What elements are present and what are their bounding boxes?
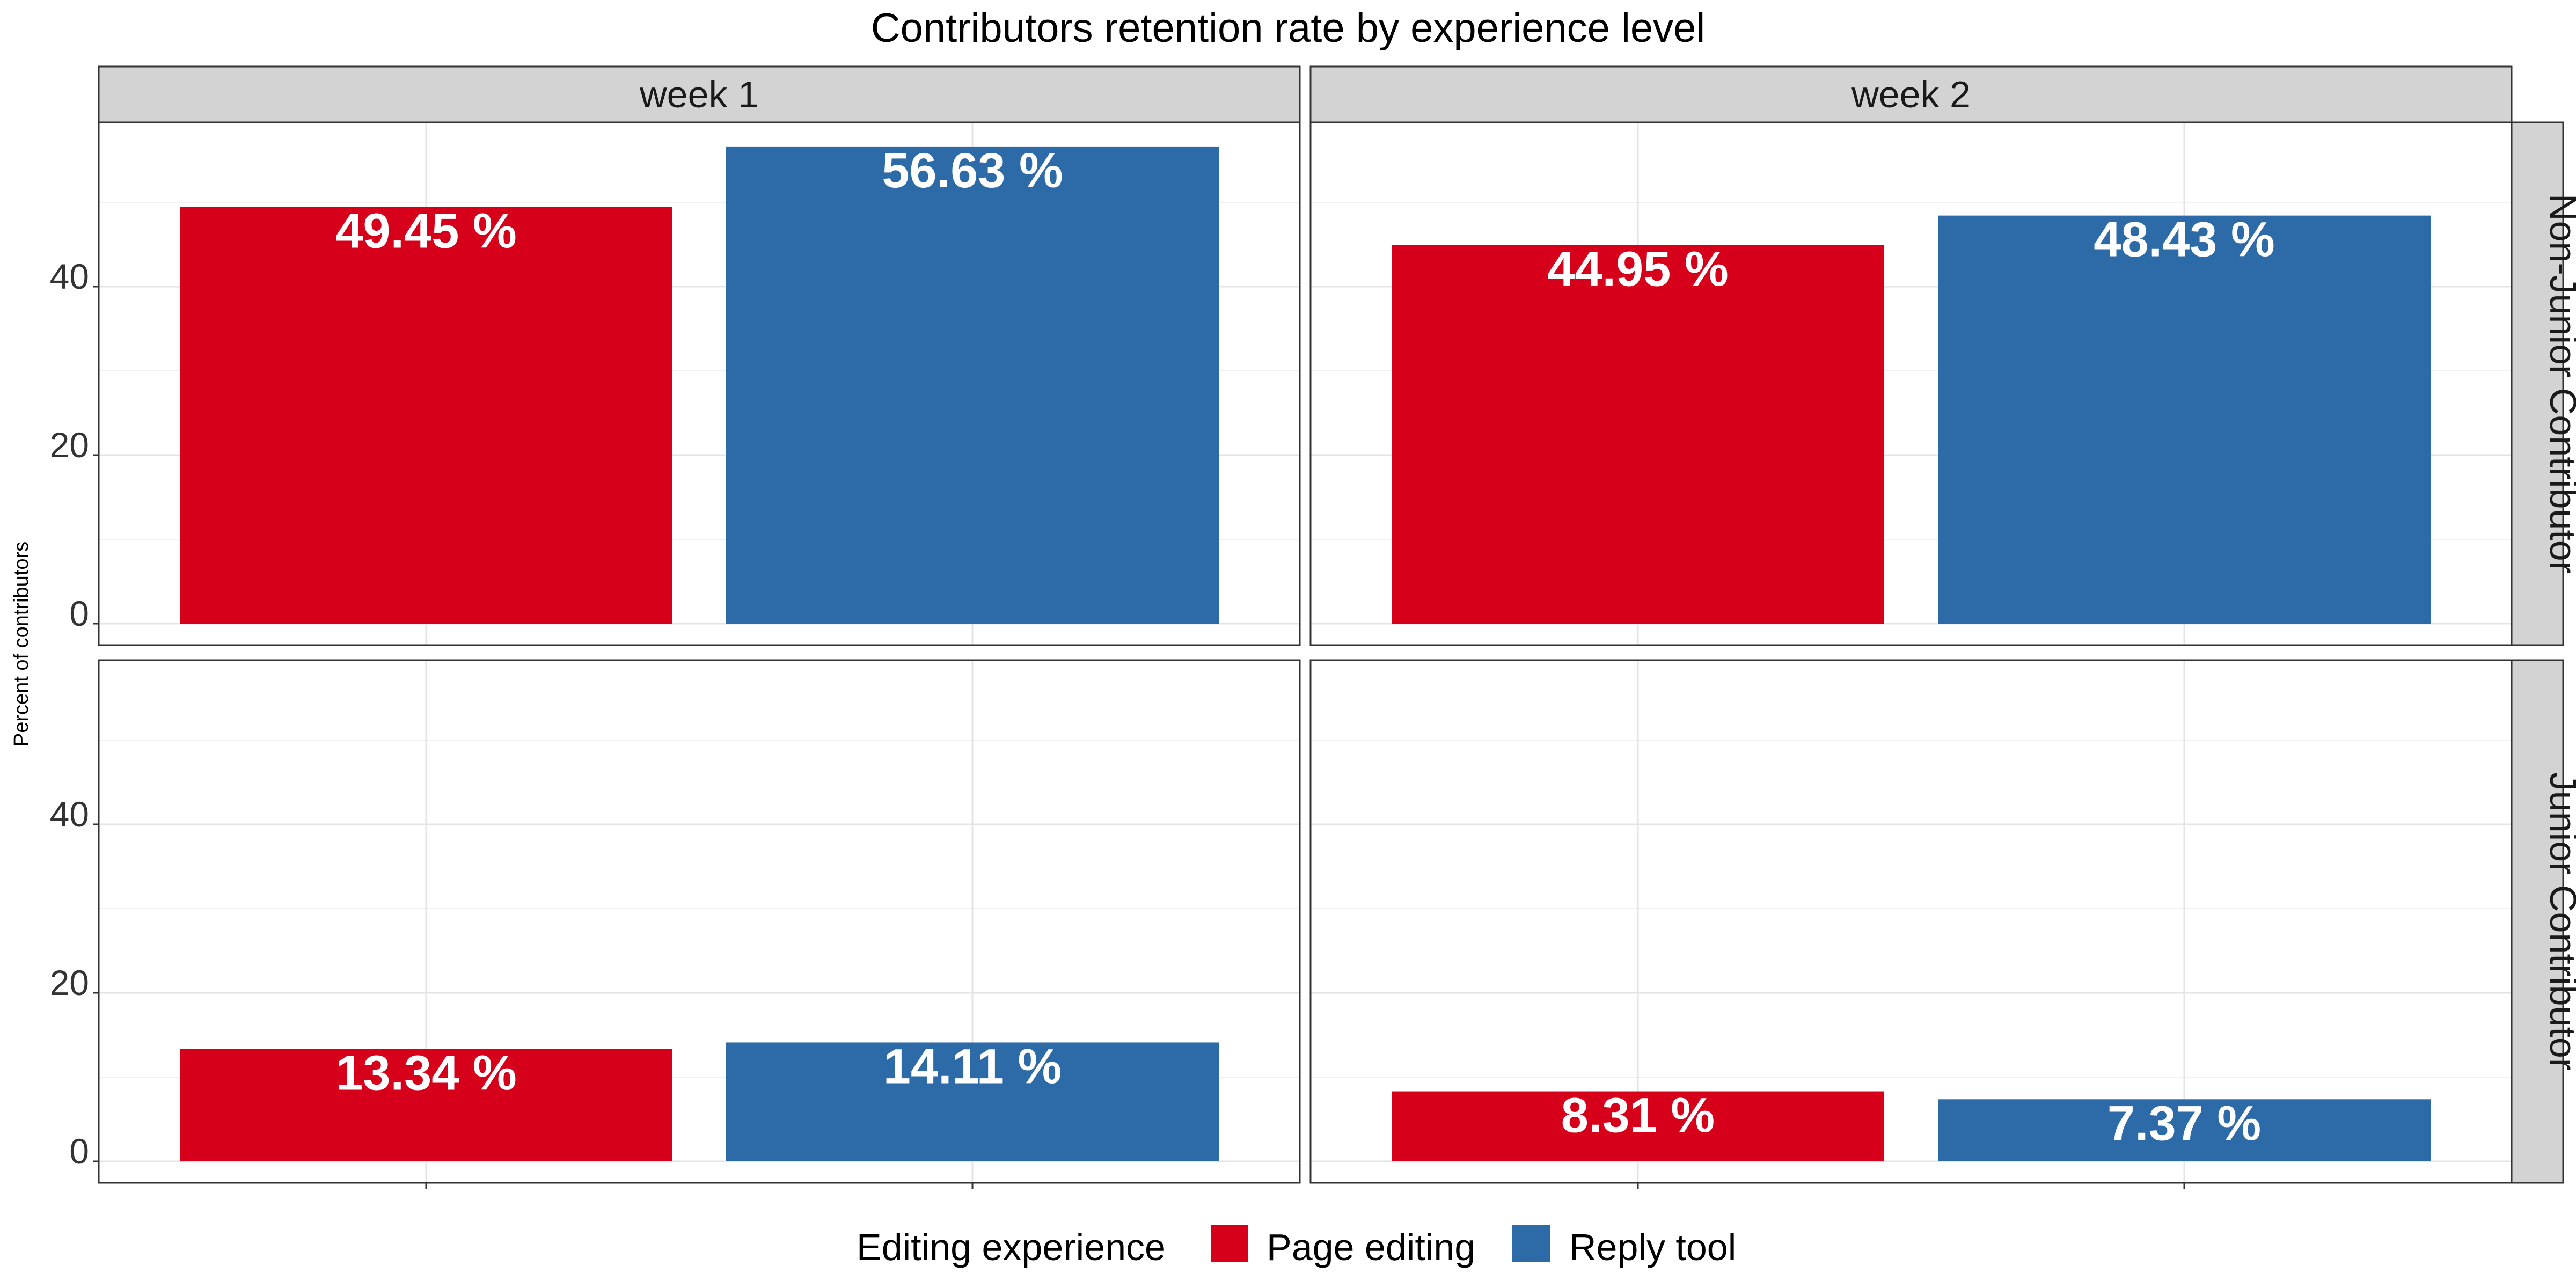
bar-label: 13.34 % bbox=[335, 1046, 517, 1101]
legend-key-reply-tool bbox=[1512, 1225, 1550, 1262]
bar-label: 44.95 % bbox=[1547, 241, 1729, 296]
bar-page-editing bbox=[1392, 245, 1884, 624]
legend-key-page-editing bbox=[1211, 1225, 1248, 1262]
bar-reply-tool bbox=[1938, 1099, 2431, 1161]
y-tick-label: 40 bbox=[50, 257, 89, 296]
bar-label: 14.11 % bbox=[883, 1039, 1062, 1094]
chart-title: Contributors retention rate by experienc… bbox=[871, 5, 1706, 51]
bar-label: 56.63 % bbox=[882, 143, 1063, 198]
y-tick-label: 40 bbox=[50, 794, 89, 834]
bar-label: 48.43 % bbox=[2094, 213, 2275, 267]
bar-label: 8.31 % bbox=[1561, 1088, 1715, 1143]
facet-strip-label-week-2: week 2 bbox=[1851, 74, 1971, 115]
bar-reply-tool bbox=[726, 146, 1219, 624]
facet-strip-junior-contributor bbox=[2511, 659, 2564, 1184]
panel-border bbox=[98, 659, 1301, 1184]
panel-border bbox=[98, 121, 1301, 646]
facet-strip-week-1 bbox=[98, 65, 1301, 123]
y-tick-label: 20 bbox=[50, 963, 89, 1002]
y-tick-label: 0 bbox=[69, 594, 89, 633]
legend-title: Editing experience bbox=[857, 1226, 1166, 1268]
panel-junior-contributor-week-2: 8.31 % 7.37 % bbox=[1309, 659, 2513, 1189]
bar-page-editing bbox=[180, 207, 672, 624]
legend: Editing experience Page editing Reply to… bbox=[857, 1225, 1736, 1268]
bar-label: 7.37 % bbox=[2107, 1096, 2261, 1151]
bar-page-editing bbox=[180, 1049, 672, 1161]
legend-label-page-editing: Page editing bbox=[1267, 1226, 1475, 1268]
panel-non-junior-contributor-week-2: 44.95 % 48.43 % bbox=[1309, 121, 2513, 646]
facet-strip-label-non-junior-contributor: Non-Junior Contributor bbox=[2542, 194, 2576, 574]
facet-strip-non-junior-contributor bbox=[2511, 121, 2564, 646]
facet-strip-label-week-1: week 1 bbox=[639, 74, 759, 115]
y-tick-label: 0 bbox=[69, 1131, 89, 1171]
panel-non-junior-contributor-week-1: 49.45 % 56.63 % 0 20 40 bbox=[50, 121, 1301, 646]
panel-border bbox=[1309, 659, 2513, 1184]
bar-page-editing bbox=[1392, 1091, 1884, 1161]
facet-strip-week-2 bbox=[1309, 65, 2513, 123]
y-axis-label: Percent of contributors bbox=[10, 541, 33, 747]
y-tick-label: 20 bbox=[50, 425, 89, 465]
facet-strip-label-junior-contributor: Junior Contributor bbox=[2542, 772, 2576, 1071]
panel-border bbox=[1309, 121, 2513, 646]
panel-junior-contributor-week-1: 13.34 % 14.11 % 0 20 40 bbox=[50, 659, 1301, 1189]
legend-label-reply-tool: Reply tool bbox=[1569, 1226, 1736, 1268]
bar-reply-tool bbox=[726, 1042, 1219, 1161]
bar-label: 49.45 % bbox=[335, 204, 517, 259]
facet-panels: week 1 week 2 Non-Junior Contributor Junior… bbox=[50, 65, 2576, 1189]
bar-reply-tool bbox=[1938, 215, 2431, 624]
